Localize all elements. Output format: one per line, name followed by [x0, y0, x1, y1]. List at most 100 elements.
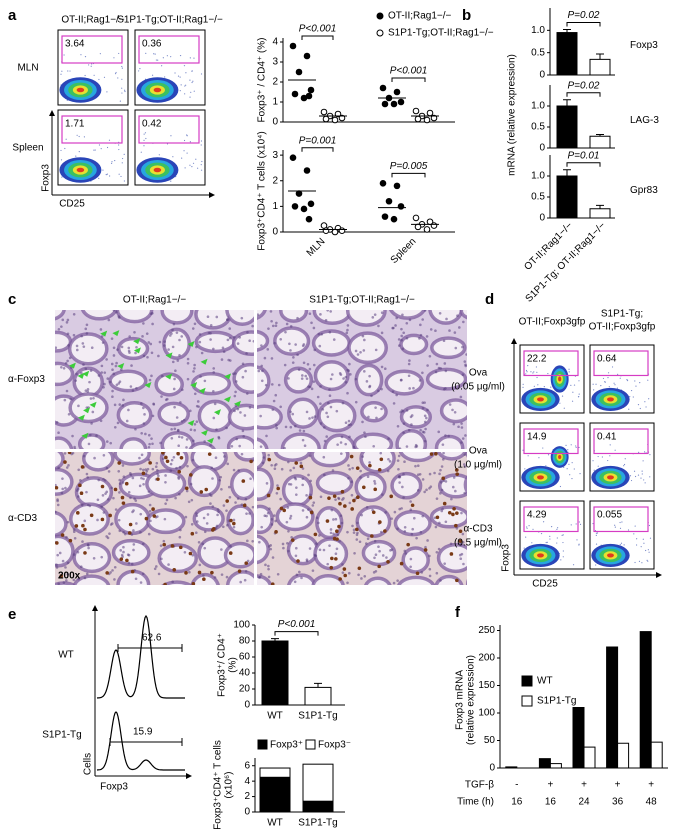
marker-arrow: [187, 419, 195, 426]
nucleus: [79, 565, 83, 569]
event-dot: [614, 384, 616, 386]
event-dot: [562, 534, 564, 536]
nucleus: [346, 581, 349, 585]
nucleus: [115, 310, 118, 314]
nucleus: [270, 357, 274, 360]
crypt: [323, 433, 357, 449]
event-dot: [629, 475, 632, 477]
nucleus: [235, 437, 239, 441]
nucleus: [148, 442, 151, 446]
nucleus: [141, 542, 145, 546]
x-row-value: 16: [511, 797, 523, 808]
nucleus: [404, 552, 408, 555]
nucleus: [232, 372, 235, 376]
nucleus: [322, 548, 326, 552]
nucleus: [463, 453, 467, 456]
nucleus: [425, 416, 428, 420]
stained-cell: [356, 495, 360, 499]
nucleus: [359, 350, 362, 354]
nucleus: [121, 404, 124, 407]
nucleus: [228, 327, 232, 330]
marker-arrow: [213, 409, 221, 416]
gate-value: 62.6: [142, 633, 162, 644]
nucleus: [339, 373, 343, 376]
nucleus: [196, 400, 200, 403]
nucleus: [149, 519, 152, 523]
nucleus: [301, 467, 305, 470]
y-tick-label: 0: [272, 227, 278, 238]
y-axis-label: Foxp3⁺CD4⁺ T cells (x10⁴): [257, 131, 268, 251]
event-dot: [84, 56, 87, 58]
bar: [556, 105, 578, 149]
nucleus: [323, 439, 327, 443]
nucleus: [332, 532, 335, 536]
event-dot: [118, 144, 120, 146]
nucleus: [103, 371, 107, 374]
nucleus: [271, 556, 275, 559]
x-tick-label: S1P1-Tg: [298, 818, 337, 829]
nucleus: [172, 387, 176, 391]
data-dot: [322, 115, 330, 123]
nucleus: [347, 477, 350, 480]
nucleus: [132, 543, 136, 546]
event-dot: [117, 77, 119, 79]
nucleus: [244, 569, 248, 573]
stained-cell: [204, 487, 209, 492]
stained-cell: [442, 501, 447, 506]
nucleus: [117, 518, 121, 522]
marker-arrow: [82, 370, 90, 377]
nucleus: [329, 528, 333, 531]
nucleus: [238, 444, 241, 448]
nucleus: [319, 402, 322, 405]
nucleus: [92, 396, 95, 400]
nucleus: [88, 504, 92, 508]
nucleus: [267, 327, 270, 330]
nucleus: [114, 364, 118, 368]
nucleus: [201, 542, 205, 546]
nucleus: [134, 499, 138, 502]
nucleus: [259, 445, 263, 448]
nucleus: [363, 574, 367, 578]
event-dot: [595, 534, 597, 536]
nucleus: [385, 556, 388, 559]
event-dot: [649, 537, 652, 539]
nucleus: [195, 512, 198, 515]
nucleus: [357, 573, 360, 577]
nucleus: [148, 503, 152, 507]
nucleus: [127, 553, 131, 557]
x-row-value: +: [615, 780, 621, 791]
event-dot: [192, 162, 195, 164]
nucleus: [270, 463, 273, 467]
event-dot: [144, 132, 147, 134]
nucleus: [214, 456, 218, 460]
nucleus: [341, 498, 344, 501]
stained-cell: [350, 507, 354, 511]
stained-cell: [127, 531, 132, 535]
event-dot: [550, 386, 552, 388]
nucleus: [349, 373, 352, 376]
nucleus: [341, 401, 345, 405]
nucleus: [270, 319, 273, 323]
marker-arrow: [198, 387, 206, 394]
nucleus: [301, 483, 304, 487]
nucleus: [409, 508, 413, 512]
nucleus: [57, 431, 60, 435]
nucleus: [171, 360, 175, 364]
arrow-head: [92, 605, 98, 611]
nucleus: [265, 482, 269, 485]
nucleus: [157, 354, 160, 358]
nucleus: [287, 549, 290, 553]
nucleus: [105, 358, 108, 361]
nucleus: [292, 466, 296, 470]
nucleus: [259, 572, 263, 576]
nucleus: [392, 581, 396, 585]
event-dot: [183, 65, 186, 67]
nucleus: [117, 315, 121, 318]
legend-label: OT-II;Rag1−/−: [388, 11, 452, 22]
nucleus: [84, 327, 88, 331]
event-dot: [594, 529, 597, 532]
nucleus: [380, 365, 384, 369]
nucleus: [108, 380, 112, 384]
stained-cell: [55, 541, 59, 545]
event-dot: [123, 153, 125, 155]
